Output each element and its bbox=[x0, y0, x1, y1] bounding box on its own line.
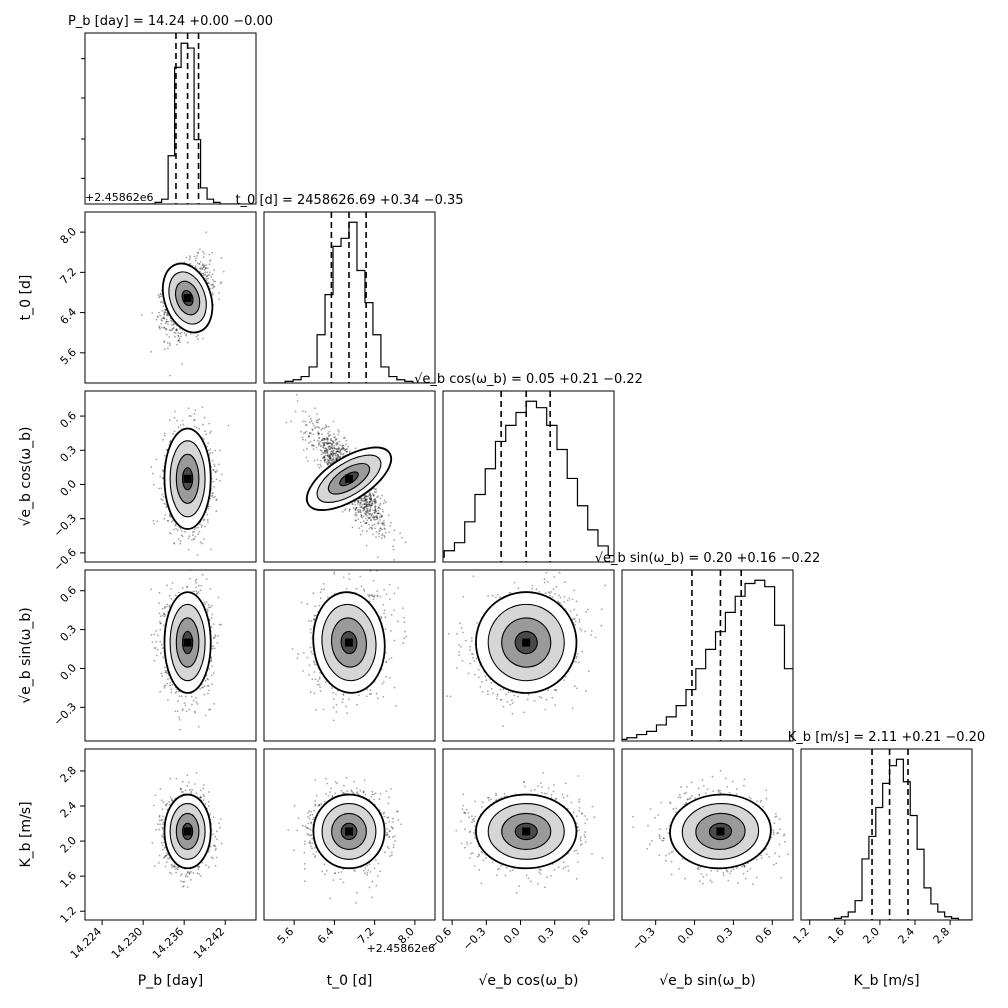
y-tick-label-2-0: −0.6 bbox=[51, 546, 79, 574]
panel-4-1 bbox=[287, 776, 403, 904]
panel-1-0 bbox=[141, 231, 225, 377]
panel-3-0 bbox=[150, 570, 223, 731]
density-peak-4-2 bbox=[522, 827, 531, 836]
x-tick-label-3-1: 0.0 bbox=[675, 925, 697, 947]
panel-2-2 bbox=[443, 391, 614, 562]
x-axis-label-0: P_b [day] bbox=[138, 973, 203, 989]
density-peak-4-3 bbox=[716, 827, 725, 836]
x-tick-label-0-1: 14.230 bbox=[109, 925, 145, 961]
diag-title-1: t_0 [d] = 2458626.69 +0.34 −0.35 bbox=[235, 193, 463, 208]
panel-3-3 bbox=[622, 570, 793, 741]
y-tick-label-2-2: 0.0 bbox=[58, 477, 80, 499]
panel-frame-3-3 bbox=[621, 569, 794, 742]
panel-frame-3-1 bbox=[263, 569, 436, 742]
x-axis-label-2: √e_b cos(ω_b) bbox=[479, 973, 579, 989]
y-axis-label-1: t_0 [d] bbox=[18, 275, 34, 321]
diag-title-0: P_b [day] = 14.24 +0.00 −0.00 bbox=[68, 14, 273, 29]
y-tick-label-2-3: 0.3 bbox=[58, 443, 80, 465]
y-tick-label-3-0: −0.3 bbox=[51, 700, 79, 728]
x-tick-label-1-0: 5.6 bbox=[275, 925, 297, 947]
panel-0-0 bbox=[135, 33, 240, 204]
diag-title-4: K_b [m/s] = 2.11 +0.21 −0.20 bbox=[788, 730, 985, 745]
panel-4-3 bbox=[632, 769, 790, 886]
y-axis-label-2: √e_b cos(ω_b) bbox=[18, 427, 34, 527]
y-tick-label-4-2: 2.0 bbox=[58, 834, 80, 856]
x-tick-label-3-3: 0.6 bbox=[753, 925, 775, 947]
panel-frame-2-0 bbox=[84, 390, 257, 563]
panel-frame-2-2 bbox=[442, 390, 615, 563]
x-tick-label-4-3: 2.4 bbox=[896, 925, 918, 947]
x-tick-label-0-2: 14.236 bbox=[150, 925, 186, 961]
x-offset-1: +2.45862e6 bbox=[367, 942, 435, 955]
panel-frame-0-0 bbox=[84, 32, 257, 205]
panel-frame-1-0 bbox=[84, 211, 257, 384]
x-tick-label-2-0: −0.6 bbox=[426, 925, 454, 953]
panel-frame-4-4 bbox=[800, 748, 973, 921]
density-peak-4-0 bbox=[183, 827, 192, 836]
panel-3-1 bbox=[291, 570, 408, 722]
panel-frame-4-0 bbox=[84, 748, 257, 921]
x-tick-label-3-0: −0.3 bbox=[630, 925, 658, 953]
panel-frame-1-1 bbox=[263, 211, 436, 384]
y-axis-label-4: K_b [m/s] bbox=[18, 801, 34, 867]
histogram-4 bbox=[806, 758, 972, 920]
panel-4-4 bbox=[806, 749, 972, 920]
panel-3-2 bbox=[446, 570, 607, 727]
panel-frame-4-3 bbox=[621, 748, 794, 921]
panel-frame-2-1 bbox=[263, 390, 436, 563]
x-tick-label-3-2: 0.3 bbox=[714, 925, 736, 947]
panel-4-0 bbox=[151, 771, 223, 888]
y-tick-label-4-4: 2.8 bbox=[58, 764, 80, 786]
y-tick-label-4-0: 1.2 bbox=[58, 904, 80, 926]
density-peak-2-1 bbox=[344, 474, 353, 483]
panel-2-0 bbox=[150, 406, 230, 556]
y-tick-label-1-0: 5.6 bbox=[58, 346, 80, 368]
x-axis-label-4: K_b [m/s] bbox=[853, 973, 919, 989]
x-tick-label-2-4: 0.6 bbox=[569, 925, 591, 947]
x-tick-label-4-2: 2.0 bbox=[860, 925, 882, 947]
panel-frame-3-2 bbox=[442, 569, 615, 742]
y-tick-label-4-1: 1.6 bbox=[58, 869, 80, 891]
y-tick-label-3-3: 0.6 bbox=[58, 584, 80, 606]
x-tick-label-2-1: −0.3 bbox=[460, 925, 488, 953]
y-tick-label-4-3: 2.4 bbox=[58, 799, 80, 821]
y-tick-label-3-2: 0.3 bbox=[58, 623, 80, 645]
panel-frame-4-2 bbox=[442, 748, 615, 921]
x-tick-label-1-1: 6.4 bbox=[315, 925, 337, 947]
x-tick-label-0-0: 14.224 bbox=[68, 925, 104, 961]
x-axis-label-1: t_0 [d] bbox=[327, 973, 373, 989]
x-tick-label-4-0: 1.2 bbox=[790, 925, 812, 947]
x-axis-label-3: √e_b sin(ω_b) bbox=[659, 973, 755, 989]
y-tick-label-2-1: −0.3 bbox=[51, 512, 79, 540]
y-tick-label-3-1: 0.0 bbox=[58, 661, 80, 683]
y-tick-label-1-2: 7.2 bbox=[58, 265, 80, 287]
x-tick-label-2-3: 0.3 bbox=[535, 925, 557, 947]
y-tick-label-1-1: 6.4 bbox=[58, 306, 80, 328]
diag-title-3: √e_b sin(ω_b) = 0.20 +0.16 −0.22 bbox=[595, 551, 821, 566]
y-tick-label-2-4: 0.6 bbox=[58, 409, 80, 431]
y-tick-label-1-3: 8.0 bbox=[58, 225, 80, 247]
panel-1-1 bbox=[269, 212, 429, 383]
histogram-1 bbox=[269, 221, 429, 383]
density-peak-4-1 bbox=[344, 827, 353, 836]
density-peak-3-2 bbox=[522, 638, 531, 647]
x-tick-label-0-3: 14.242 bbox=[191, 925, 227, 961]
offset-top-0: +2.45862e6 bbox=[85, 191, 153, 204]
y-axis-label-3: √e_b sin(ω_b) bbox=[18, 607, 34, 703]
density-peak-3-0 bbox=[183, 638, 192, 647]
diag-title-2: √e_b cos(ω_b) = 0.05 +0.21 −0.22 bbox=[414, 372, 643, 387]
x-tick-label-4-4: 2.8 bbox=[931, 925, 953, 947]
panel-frame-3-0 bbox=[84, 569, 257, 742]
x-tick-label-2-2: 0.0 bbox=[501, 925, 523, 947]
density-peak-2-0 bbox=[183, 474, 192, 483]
panel-4-2 bbox=[455, 772, 604, 894]
panel-2-1 bbox=[285, 393, 407, 561]
panel-frame-4-1 bbox=[263, 748, 436, 921]
density-peak-1-0 bbox=[183, 294, 192, 303]
x-tick-label-4-1: 1.6 bbox=[825, 925, 847, 947]
density-peak-3-1 bbox=[344, 638, 353, 647]
